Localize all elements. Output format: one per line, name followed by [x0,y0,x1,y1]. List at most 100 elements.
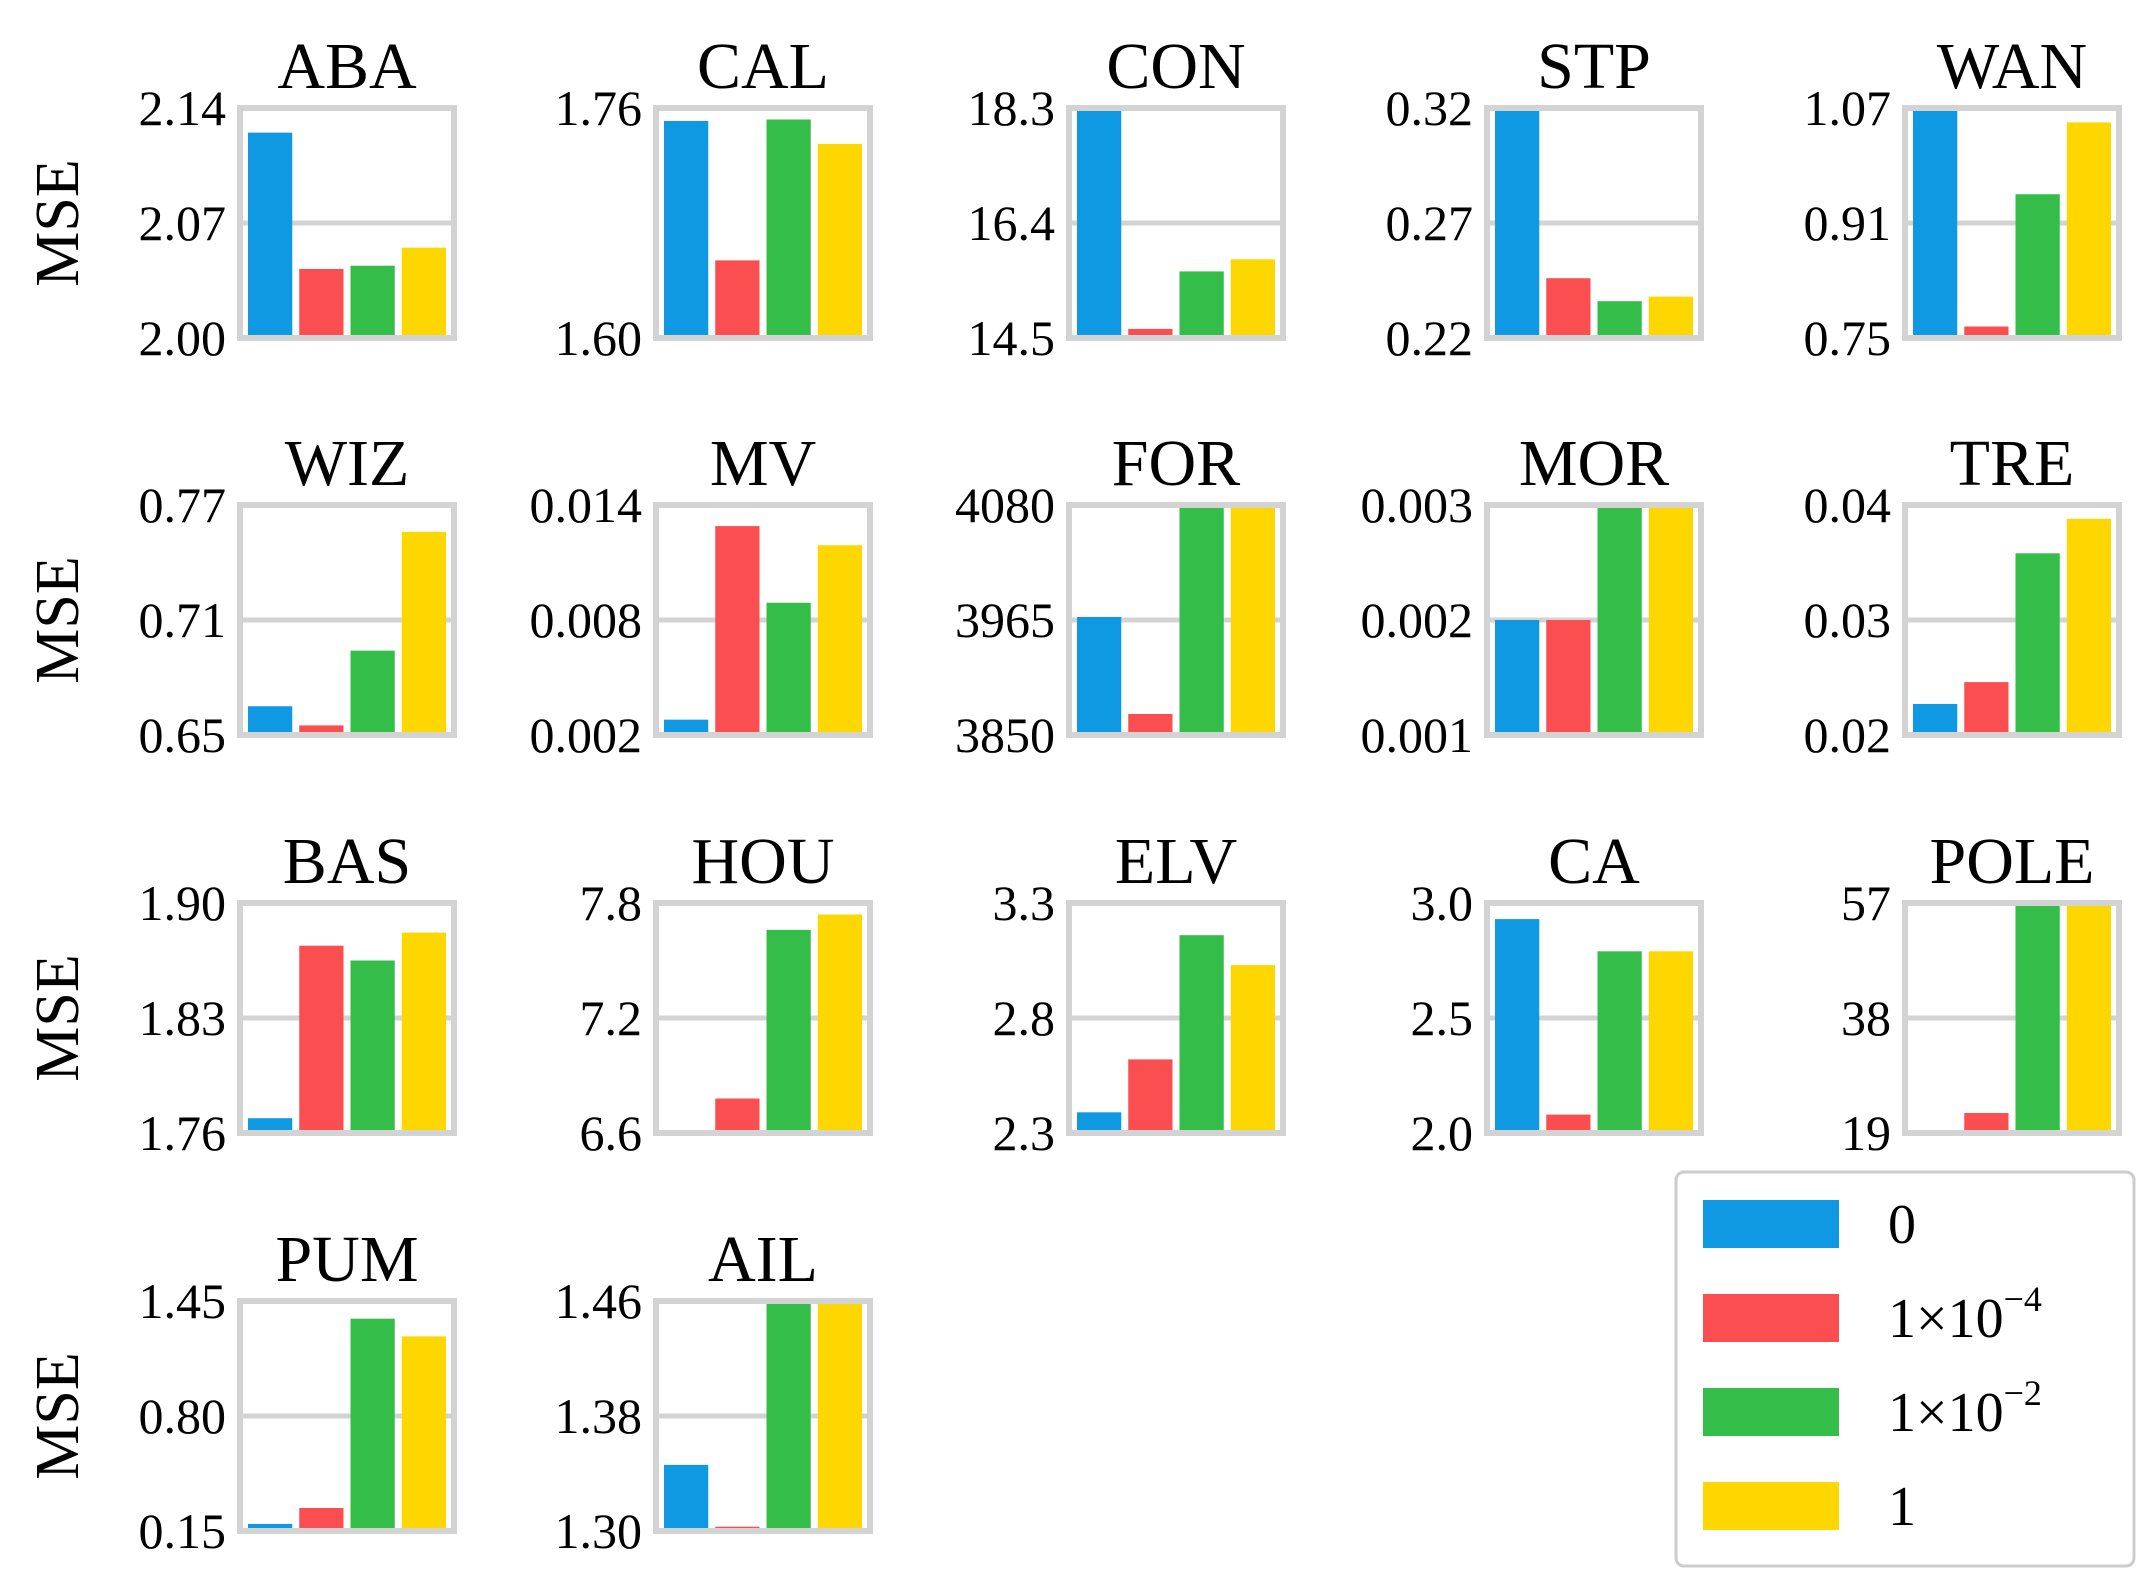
panel-hou: 6.6 7.2 7.8 HOU [580,825,873,1161]
tick-label: 1.90 [139,875,227,931]
legend-swatch-1e-4 [1703,1294,1839,1342]
bar-pum-1e-2 [350,1318,395,1531]
tick-label: 2.00 [139,310,227,366]
bar-con-0 [1077,108,1122,338]
panel-pole: 19 38 57 POLE [1841,825,2122,1161]
panel-wiz: 0.65 0.71 0.77 WIZ [139,427,457,763]
legend-swatch-1e-2 [1703,1388,1839,1436]
legend: 01×10−41×10−21 [1674,1170,2136,1568]
panel-title: STP [1537,30,1651,103]
tick-label: 0.002 [530,707,643,763]
y-axis-labels: MSE MSE MSE MSE [24,159,92,1479]
bar-stp-1e-4 [1546,278,1591,338]
tick-label: 0.65 [139,707,227,763]
tick-label: 0.03 [1804,592,1892,648]
panel-frame [653,502,873,738]
tick-label: 2.14 [139,80,227,136]
bar-bas-1 [401,932,446,1133]
bar-ca-0 [1495,919,1540,1133]
tick-label: 1.46 [555,1273,643,1329]
tick-label: 0.71 [139,592,227,648]
bar-mv-1e-2 [766,602,811,735]
bar-wiz-0 [248,706,293,735]
bar-ca-1 [1648,951,1693,1133]
bar-ail-1 [817,1301,862,1531]
panel-frame [1902,900,2122,1136]
bar-wan-1 [2066,122,2111,338]
tick-label: 1.83 [139,990,227,1046]
bar-stp-1 [1648,296,1693,338]
bar-mor-1e-4 [1546,620,1591,735]
panel-tre: 0.02 0.03 0.04 TRE [1804,427,2122,763]
y-axis-label: MSE [24,954,92,1081]
panel-title: ELV [1115,825,1237,898]
tick-label: 0.02 [1804,707,1892,763]
panel-title: HOU [692,825,835,898]
bar-cal-1 [817,143,862,338]
tick-label: 3965 [955,592,1055,648]
panel-title: CA [1548,825,1640,898]
bar-for-1 [1230,505,1275,735]
panel-frame [1066,900,1286,1136]
panel-title: FOR [1112,427,1240,500]
tick-label: 2.8 [993,990,1056,1046]
panel-frame [1484,502,1704,738]
panel-pum: 0.15 0.80 1.45 PUM [139,1223,457,1559]
bar-wiz-1 [401,531,446,735]
bar-mv-1 [817,545,862,735]
tick-label: 6.6 [580,1105,643,1161]
tick-label: 1.07 [1804,80,1892,136]
panel-frame [653,900,873,1136]
bar-con-1e-2 [1179,271,1224,338]
bar-elv-1e-4 [1128,1059,1173,1133]
bar-aba-1 [401,247,446,338]
tick-label: 7.8 [580,875,643,931]
bar-mv-1e-4 [715,526,760,735]
tick-label: 1.45 [139,1273,227,1329]
legend-label-0: 0 [1888,1194,1916,1256]
bar-tre-1e-4 [1964,682,2009,735]
panel-frame [653,105,873,341]
tick-label: 0.75 [1804,310,1892,366]
bar-cal-1e-2 [766,119,811,338]
bar-elv-0 [1077,1112,1122,1133]
chart-panels: 2.002.072.14ABA1.601.76CAL14.516.418.3CO… [139,30,2122,1559]
bar-bas-0 [248,1118,293,1133]
bar-stp-0 [1495,108,1540,338]
panel-frame [1484,105,1704,341]
tick-label: 0.15 [139,1503,227,1559]
panel-ail: 1.30 1.38 1.46 AIL [555,1223,873,1559]
tick-label: 0.22 [1386,310,1474,366]
bar-ail-0 [664,1464,709,1531]
bar-mv-0 [664,719,709,735]
bar-pum-1e-4 [299,1508,344,1531]
tick-label: 57 [1841,875,1891,931]
tick-label: 1.76 [139,1105,227,1161]
panel-stp: 0.22 0.27 0.32 STP [1386,30,1704,366]
panel-frame [1902,502,2122,738]
tick-label: 1.38 [555,1388,643,1444]
bar-pum-0 [248,1523,293,1531]
panel-con: 14.5 16.4 18.3 CON [968,30,1286,366]
panel-frame [237,105,457,341]
bar-wiz-1e-4 [299,725,344,735]
tick-label: 0.001 [1361,707,1474,763]
panel-title: WIZ [285,427,410,500]
legend-label-1: 1 [1888,1476,1916,1538]
tick-label: 19 [1841,1105,1891,1161]
panel-wan: 0.75 0.91 1.07 WAN [1804,30,2122,366]
bar-ca-1e-2 [1597,951,1642,1133]
tick-label: 3.3 [993,875,1056,931]
legend-swatch-0 [1703,1200,1839,1248]
bar-wan-1e-4 [1964,326,2009,338]
panel-title: POLE [1930,825,2095,898]
panel-mv: 0.002 0.008 0.014 MV [530,427,873,763]
bar-pole-1e-2 [2015,903,2060,1133]
bar-ca-1e-4 [1546,1114,1591,1133]
tick-label: 0.91 [1804,195,1892,251]
bar-cal-0 [664,120,709,338]
bar-ail-1e-2 [766,1301,811,1531]
panel-frame [1484,900,1704,1136]
panel-title: BAS [283,825,411,898]
panel-aba: 2.00 2.07 2.14 ABA [139,30,457,366]
